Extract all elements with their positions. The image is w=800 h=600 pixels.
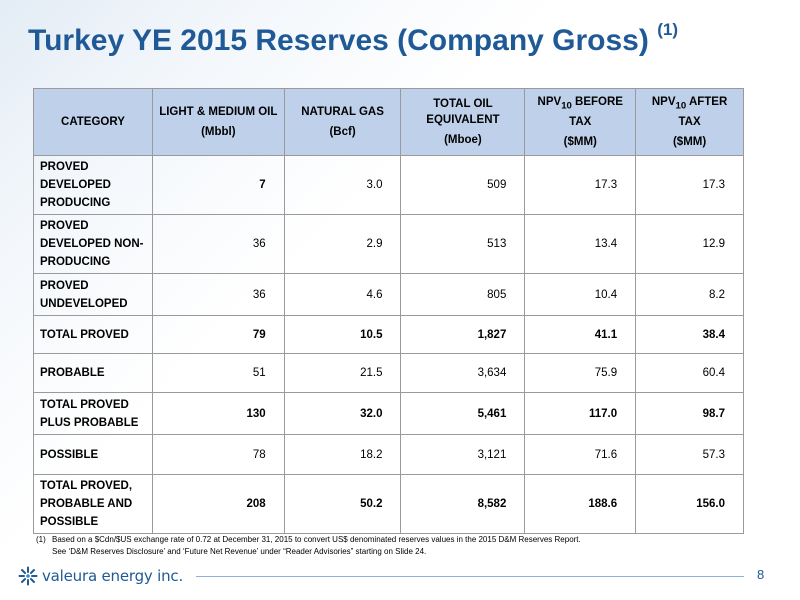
cell-oil: 79 [151, 315, 285, 354]
table-header-row: CATEGORY LIGHT & MEDIUM OIL (Mbbl) NATUR… [33, 88, 744, 156]
page-number: 8 [757, 567, 765, 582]
table-row: PROVED DEVELOPED PRODUCING 7 3.0 509 17.… [33, 155, 744, 215]
cell-npv-before: 75.9 [524, 353, 637, 393]
cell-gas: 3.0 [283, 155, 402, 215]
cell-oil: 36 [151, 273, 285, 316]
header-npv-after-tax: NPV10 AFTER TAX ($MM) [635, 88, 744, 156]
cell-gas: 50.2 [283, 474, 402, 534]
cell-gas: 21.5 [283, 353, 402, 393]
footnote-marker: (1) [36, 535, 46, 544]
row-category: TOTAL PROVED PLUS PROBABLE [33, 392, 153, 435]
header-boe: TOTAL OIL EQUIVALENT (Mboe) [400, 88, 526, 156]
cell-npv-before: 41.1 [524, 315, 637, 354]
row-category: POSSIBLE [33, 434, 153, 475]
cell-boe: 513 [400, 214, 526, 274]
table-row: TOTAL PROVED 79 10.5 1,827 41.1 38.4 [33, 315, 744, 354]
cell-npv-before: 13.4 [524, 214, 637, 274]
page-title: Turkey YE 2015 Reserves (Company Gross) … [28, 20, 678, 58]
cell-oil: 51 [151, 353, 285, 393]
company-logo: valeura energy inc. [18, 566, 183, 586]
cell-npv-after: 38.4 [635, 315, 744, 354]
cell-npv-before: 188.6 [524, 474, 637, 534]
cell-npv-before: 17.3 [524, 155, 637, 215]
reserves-table: CATEGORY LIGHT & MEDIUM OIL (Mbbl) NATUR… [33, 88, 744, 534]
cell-oil: 208 [151, 474, 285, 534]
cell-npv-after: 98.7 [635, 392, 744, 435]
cell-npv-after: 17.3 [635, 155, 744, 215]
table-row: TOTAL PROVED, PROBABLE AND POSSIBLE 208 … [33, 474, 744, 534]
title-text: Turkey YE 2015 Reserves (Company Gross) [28, 24, 649, 57]
cell-npv-after: 60.4 [635, 353, 744, 393]
cell-oil: 130 [151, 392, 285, 435]
row-category: PROVED UNDEVELOPED [33, 273, 153, 316]
footnote-line-2: See ‘D&M Reserves Disclosure’ and ‘Futur… [52, 547, 427, 556]
cell-gas: 18.2 [283, 434, 402, 475]
header-oil: LIGHT & MEDIUM OIL (Mbbl) [151, 88, 285, 156]
header-npv-before-tax: NPV10 BEFORE TAX ($MM) [524, 88, 637, 156]
logo-text: valeura energy inc. [42, 567, 184, 585]
cell-npv-after: 57.3 [635, 434, 744, 475]
row-category: PROVED DEVELOPED PRODUCING [33, 155, 153, 215]
footnote: (1) Based on a $Cdn/$US exchange rate of … [36, 534, 581, 558]
header-category: CATEGORY [33, 88, 153, 156]
row-category: PROBABLE [33, 353, 153, 393]
footer-divider [196, 576, 744, 577]
cell-npv-after: 8.2 [635, 273, 744, 316]
table-row: PROVED DEVELOPED NON-PRODUCING 36 2.9 51… [33, 214, 744, 274]
cell-npv-before: 10.4 [524, 273, 637, 316]
cell-boe: 3,121 [400, 434, 526, 475]
row-category: TOTAL PROVED, PROBABLE AND POSSIBLE [33, 474, 153, 534]
cell-oil: 7 [151, 155, 285, 215]
starburst-logo-icon [18, 566, 38, 586]
row-category: TOTAL PROVED [33, 315, 153, 354]
cell-boe: 5,461 [400, 392, 526, 435]
row-category: PROVED DEVELOPED NON-PRODUCING [33, 214, 153, 274]
cell-oil: 78 [151, 434, 285, 475]
table-row: PROBABLE 51 21.5 3,634 75.9 60.4 [33, 353, 744, 393]
cell-boe: 1,827 [400, 315, 526, 354]
cell-boe: 805 [400, 273, 526, 316]
cell-npv-after: 12.9 [635, 214, 744, 274]
cell-npv-before: 117.0 [524, 392, 637, 435]
table-row: TOTAL PROVED PLUS PROBABLE 130 32.0 5,46… [33, 392, 744, 435]
cell-boe: 509 [400, 155, 526, 215]
header-gas: NATURAL GAS (Bcf) [283, 88, 402, 156]
table-row: PROVED UNDEVELOPED 36 4.6 805 10.4 8.2 [33, 273, 744, 316]
cell-gas: 32.0 [283, 392, 402, 435]
cell-boe: 3,634 [400, 353, 526, 393]
cell-npv-after: 156.0 [635, 474, 744, 534]
cell-oil: 36 [151, 214, 285, 274]
cell-boe: 8,582 [400, 474, 526, 534]
title-footnote-marker: (1) [657, 20, 678, 39]
cell-gas: 2.9 [283, 214, 402, 274]
cell-gas: 4.6 [283, 273, 402, 316]
cell-gas: 10.5 [283, 315, 402, 354]
cell-npv-before: 71.6 [524, 434, 637, 475]
table-row: POSSIBLE 78 18.2 3,121 71.6 57.3 [33, 434, 744, 475]
footnote-line-1: (1) Based on a $Cdn/$US exchange rate of … [36, 535, 581, 544]
